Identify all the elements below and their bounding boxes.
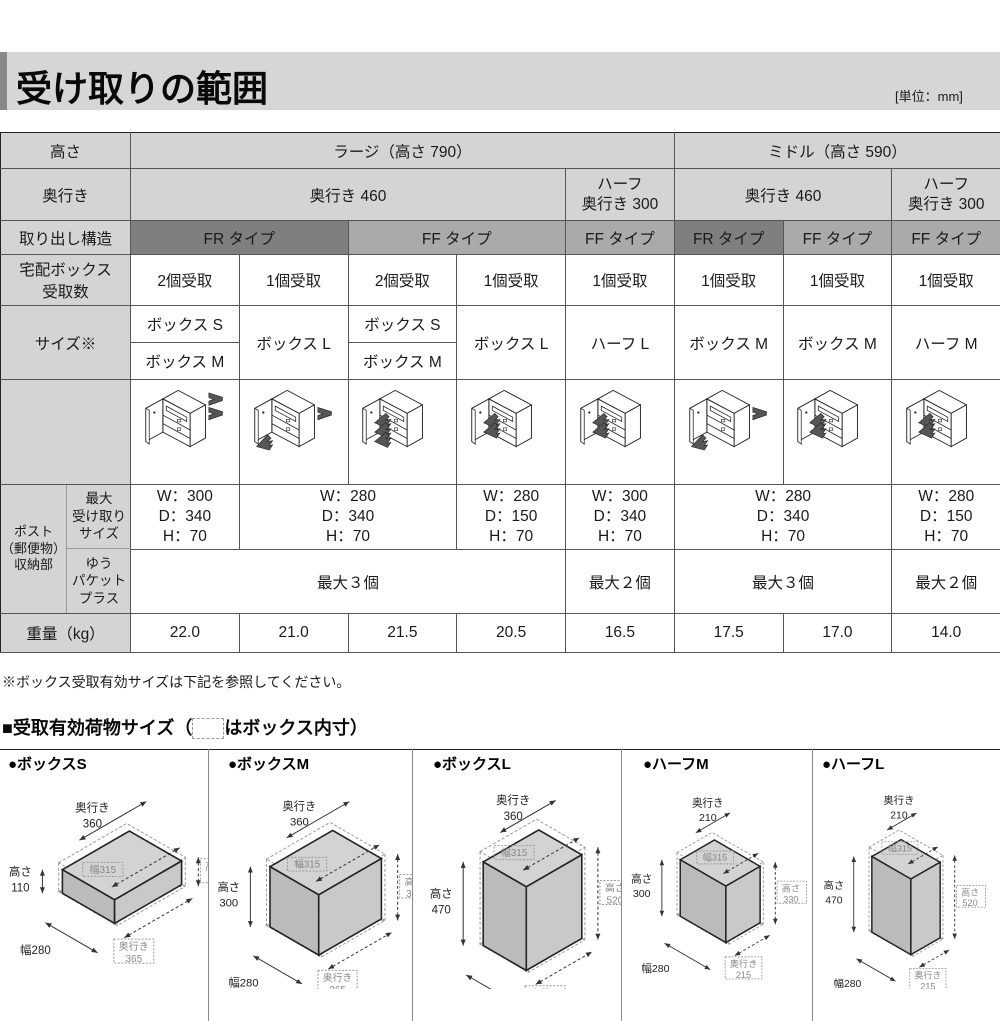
- svg-text:高さ: 高さ: [405, 875, 412, 888]
- svg-text:360: 360: [83, 819, 102, 831]
- svg-text:520: 520: [607, 896, 621, 907]
- svg-text:215: 215: [736, 970, 751, 980]
- svg-text:高さ: 高さ: [218, 880, 241, 894]
- svg-text:奥行き: 奥行き: [496, 793, 531, 807]
- svg-text:300: 300: [633, 888, 651, 900]
- svg-text:幅280: 幅280: [834, 977, 862, 989]
- svg-text:高さ: 高さ: [9, 865, 32, 879]
- svg-text:470: 470: [432, 905, 451, 917]
- svg-text:470: 470: [825, 895, 843, 906]
- svg-text:365: 365: [125, 954, 142, 965]
- svg-text:幅280: 幅280: [228, 977, 258, 989]
- svg-text:210: 210: [890, 811, 908, 822]
- svg-text:奥行き: 奥行き: [323, 971, 352, 984]
- svg-text:高さ: 高さ: [605, 882, 621, 895]
- svg-text:奥行き: 奥行き: [692, 797, 724, 810]
- svg-text:奥行き: 奥行き: [530, 987, 560, 989]
- svg-text:幅315: 幅315: [703, 852, 727, 863]
- svg-text:360: 360: [290, 816, 309, 828]
- svg-text:奥行き: 奥行き: [730, 958, 758, 969]
- svg-text:110: 110: [11, 883, 29, 895]
- svg-text:幅280: 幅280: [641, 962, 669, 975]
- svg-text:幅315: 幅315: [888, 842, 912, 853]
- svg-text:高さ: 高さ: [631, 872, 652, 885]
- svg-text:奥行き: 奥行き: [119, 940, 149, 953]
- svg-text:330: 330: [783, 894, 798, 904]
- svg-text:幅315: 幅315: [294, 858, 321, 871]
- svg-text:奥行き: 奥行き: [883, 794, 914, 807]
- svg-text:215: 215: [920, 981, 935, 989]
- svg-text:幅315: 幅315: [501, 846, 528, 859]
- svg-text:奥行き: 奥行き: [75, 801, 110, 815]
- svg-text:高さ: 高さ: [430, 887, 453, 901]
- svg-text:高さ: 高さ: [782, 882, 800, 893]
- svg-text:高さ: 高さ: [823, 879, 844, 892]
- svg-text:300: 300: [219, 898, 238, 910]
- svg-text:520: 520: [963, 898, 978, 908]
- svg-text:高さ: 高さ: [961, 886, 979, 897]
- svg-text:幅315: 幅315: [89, 863, 116, 876]
- svg-text:奥行き: 奥行き: [283, 799, 317, 813]
- svg-text:365: 365: [329, 985, 346, 989]
- svg-text:210: 210: [699, 812, 717, 824]
- svg-text:幅280: 幅280: [20, 944, 51, 957]
- svg-text:奥行き: 奥行き: [914, 970, 941, 981]
- svg-text:360: 360: [504, 811, 523, 823]
